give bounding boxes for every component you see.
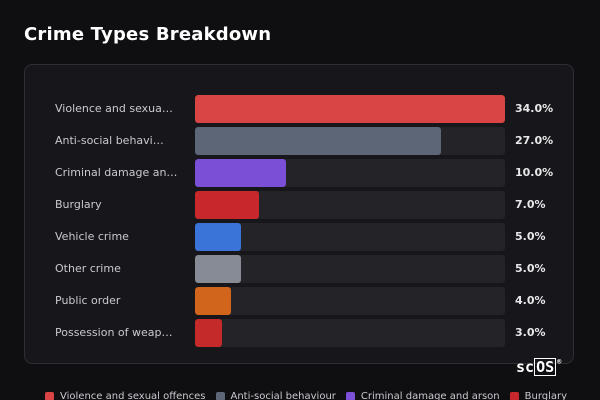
legend-item[interactable]: Burglary — [509, 391, 568, 400]
value-label: 34.0% — [515, 102, 554, 115]
value-label: 4.0% — [515, 294, 546, 307]
value-label: 27.0% — [515, 134, 554, 147]
category-label: Possession of weap… — [55, 326, 173, 339]
bar-track — [195, 287, 505, 315]
legend-label: Violence and sexual offences — [60, 391, 206, 400]
bar[interactable] — [195, 191, 259, 219]
legend-swatch — [509, 392, 519, 400]
category-label: Violence and sexua… — [55, 102, 173, 115]
bar-row: Vehicle crime 5.0% — [25, 223, 575, 251]
bar-row: Other crime 5.0% — [25, 255, 575, 283]
category-label: Burglary — [55, 198, 102, 211]
bar[interactable] — [195, 223, 241, 251]
category-label: Anti-social behavi… — [55, 134, 164, 147]
category-label: Criminal damage an… — [55, 166, 178, 179]
chart-title: Crime Types Breakdown — [24, 24, 272, 45]
legend-item[interactable]: Violence and sexual offences — [45, 391, 206, 400]
bar-track — [195, 159, 505, 187]
bar[interactable] — [195, 127, 442, 155]
value-label: 3.0% — [515, 326, 546, 339]
legend-item[interactable]: Anti-social behaviour — [215, 391, 336, 400]
brand-logo: sc OS ® — [516, 358, 562, 376]
bar[interactable] — [195, 95, 505, 123]
chart-legend: Violence and sexual offences Anti-social … — [45, 386, 600, 400]
category-label: Other crime — [55, 262, 121, 275]
bar-track — [195, 191, 505, 219]
value-label: 7.0% — [515, 198, 546, 211]
bar[interactable] — [195, 159, 287, 187]
legend-swatch — [345, 392, 355, 400]
bar-track — [195, 127, 505, 155]
legend-label: Criminal damage and arson — [360, 391, 500, 400]
value-label: 5.0% — [515, 262, 546, 275]
category-label: Vehicle crime — [55, 230, 129, 243]
legend-swatch — [45, 392, 54, 400]
bar-track — [195, 95, 505, 123]
bar-track — [195, 223, 505, 251]
value-label: 5.0% — [515, 230, 546, 243]
legend-label: Anti-social behaviour — [230, 391, 336, 400]
bar[interactable] — [195, 255, 241, 283]
registered-mark: ® — [557, 358, 562, 366]
legend-item[interactable]: Criminal damage and arson — [345, 391, 500, 400]
bar-row: Possession of weap… 3.0% — [25, 319, 575, 347]
legend-label: Burglary — [524, 391, 568, 400]
bar-track — [195, 255, 505, 283]
legend-swatch — [215, 392, 225, 400]
bar-row: Violence and sexua… 34.0% — [25, 95, 575, 123]
bar[interactable] — [195, 287, 232, 315]
bar-row: Public order 4.0% — [25, 287, 575, 315]
bar[interactable] — [195, 319, 223, 347]
value-label: 10.0% — [515, 166, 554, 179]
bar-row: Anti-social behavi… 27.0% — [25, 127, 575, 155]
category-label: Public order — [55, 294, 121, 307]
bar-row: Criminal damage an… 10.0% — [25, 159, 575, 187]
bar-row: Burglary 7.0% — [25, 191, 575, 219]
bar-track — [195, 319, 505, 347]
chart-card: Violence and sexua… 34.0% Anti-social beha… — [24, 64, 574, 364]
